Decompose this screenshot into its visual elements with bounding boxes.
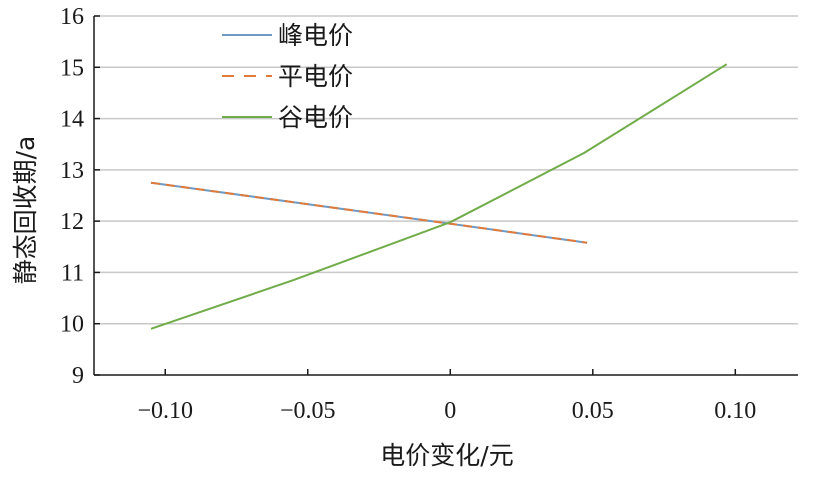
y-tick-label: 9 xyxy=(72,363,84,389)
legend-label: 平电价 xyxy=(278,62,353,91)
y-tick-label: 15 xyxy=(60,55,84,81)
grid-lines xyxy=(94,15,798,325)
x-tick-label: 0.05 xyxy=(572,398,614,424)
legend-label: 峰电价 xyxy=(278,21,353,50)
x-tick-label: −0.10 xyxy=(137,398,193,424)
series-line xyxy=(150,63,728,330)
axes xyxy=(93,16,798,376)
y-tick-label: 13 xyxy=(60,158,84,184)
y-tick-label: 11 xyxy=(61,260,84,286)
y-axis-ticks: 9 10 11 12 13 14 15 16 xyxy=(60,4,100,389)
y-tick-label: 16 xyxy=(60,4,84,30)
x-tick-label: 0.10 xyxy=(714,398,756,424)
y-tick-label: 14 xyxy=(60,107,84,133)
y-tick-label: 12 xyxy=(60,209,84,235)
series-line xyxy=(150,181,588,244)
series-lines xyxy=(150,63,728,330)
x-tick-label: −0.05 xyxy=(280,398,336,424)
y-axis-title: 静态回收期/a xyxy=(11,136,40,285)
y-tick-label: 10 xyxy=(60,312,84,338)
legend-label: 谷电价 xyxy=(278,103,353,132)
x-tick-label: 0 xyxy=(444,398,456,424)
x-axis-ticks: −0.10 −0.05 0 0.05 0.10 xyxy=(137,369,756,424)
x-axis-title: 电价变化/元 xyxy=(380,441,513,470)
